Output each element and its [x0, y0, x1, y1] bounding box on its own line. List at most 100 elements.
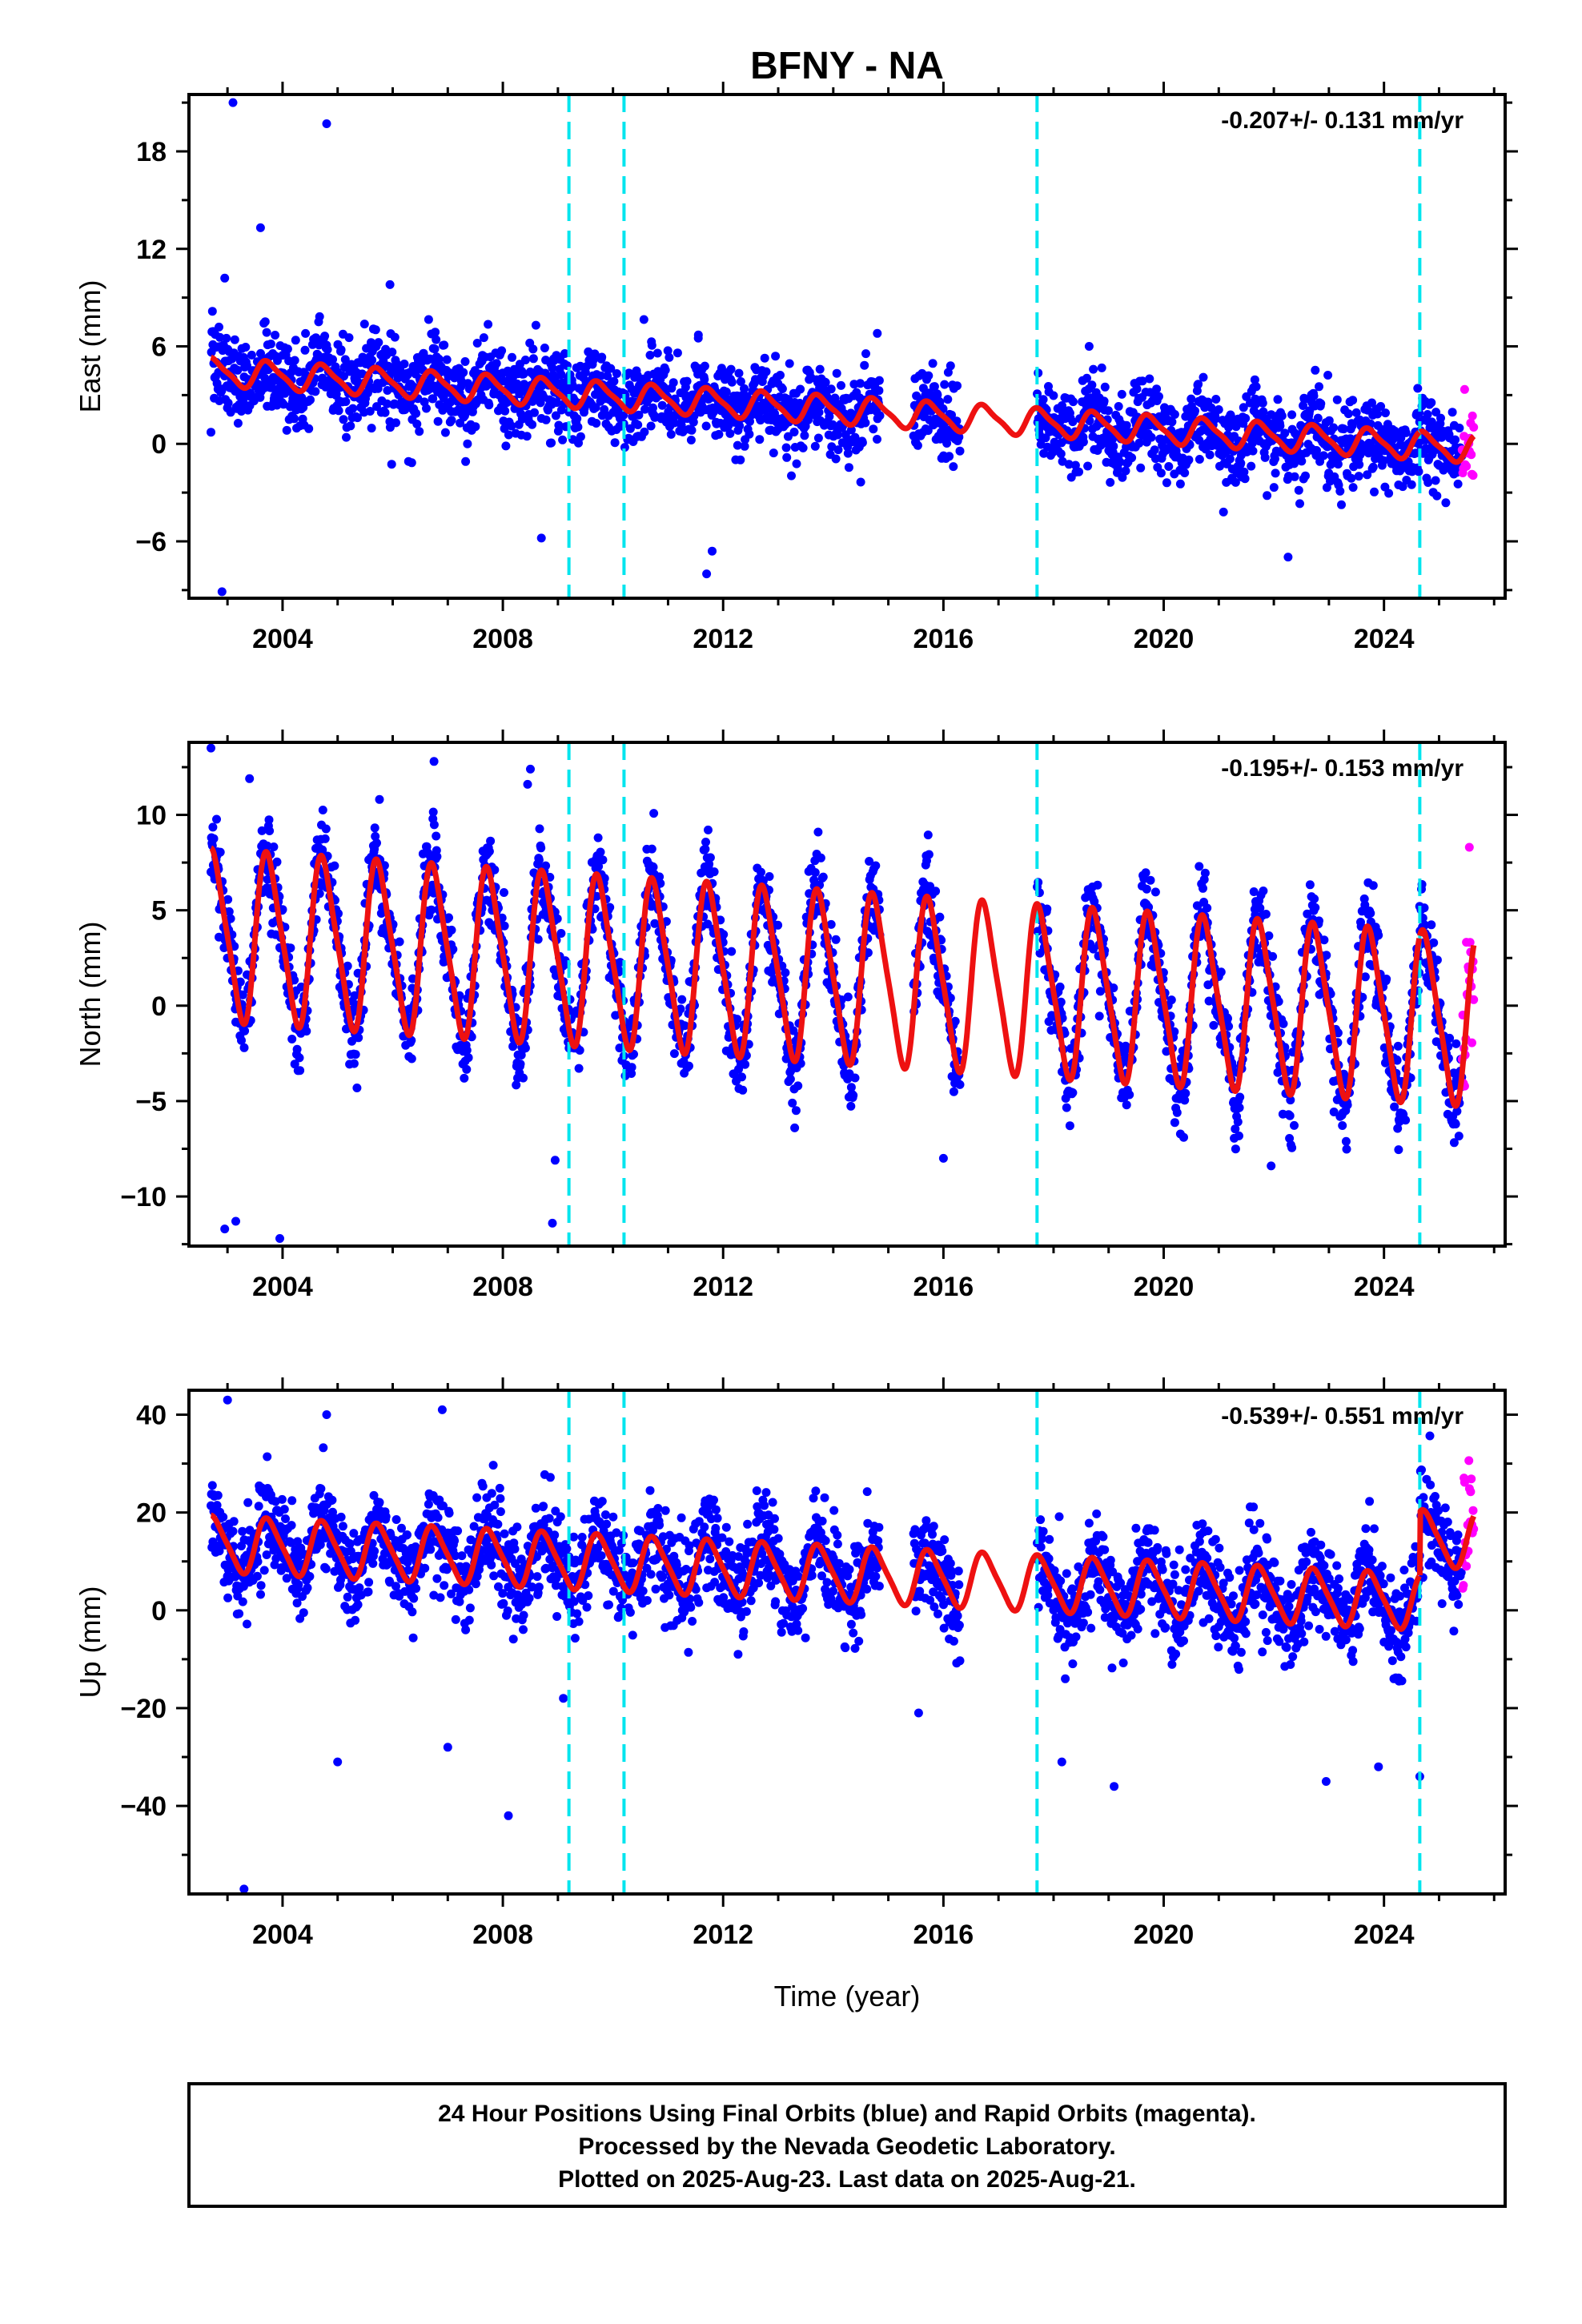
final-orbit-point: [444, 913, 453, 923]
final-orbit-point: [492, 359, 501, 368]
final-orbit-point: [1194, 380, 1203, 389]
final-orbit-point: [682, 376, 692, 386]
final-orbit-point: [1315, 382, 1323, 392]
final-orbit-point: [1319, 451, 1328, 460]
final-orbit-point: [1235, 1103, 1244, 1112]
final-orbit-point: [1064, 460, 1074, 469]
final-orbit-point: [1195, 455, 1204, 464]
final-orbit-point: [334, 909, 343, 919]
final-orbit-point: [1313, 413, 1323, 423]
final-orbit-point: [271, 331, 280, 340]
final-orbit-point: [1172, 1108, 1182, 1117]
final-orbit-point: [649, 809, 659, 818]
final-orbit-point: [339, 415, 348, 424]
final-orbit-point: [785, 359, 794, 368]
final-orbit-point: [783, 432, 793, 441]
final-orbit-point: [833, 445, 843, 455]
final-orbit-point: [1441, 498, 1451, 508]
final-orbit-point: [949, 1087, 958, 1096]
final-orbit-point: [514, 1016, 524, 1026]
final-orbit-point: [291, 336, 300, 345]
final-orbit-point: [375, 794, 384, 804]
final-orbit-point: [572, 414, 582, 424]
final-orbit-point: [239, 397, 248, 407]
final-orbit-point: [598, 855, 608, 865]
final-orbit-point: [1324, 416, 1334, 425]
final-orbit-point: [265, 826, 275, 835]
final-orbit-point: [953, 381, 962, 391]
final-orbit-point: [928, 359, 938, 368]
final-orbit-point: [1311, 365, 1320, 375]
final-orbit-point: [371, 831, 380, 841]
final-orbit-point: [814, 408, 824, 417]
final-orbit-point: [1136, 463, 1146, 472]
final-orbit-point: [725, 428, 735, 438]
final-orbit-point: [541, 861, 551, 870]
final-orbit-point: [530, 408, 539, 417]
final-orbit-point: [1279, 1019, 1288, 1028]
final-orbit-point: [1432, 955, 1442, 965]
final-orbit-point: [1162, 478, 1171, 488]
final-orbit-point: [382, 399, 391, 408]
final-orbit-point: [745, 429, 754, 439]
final-orbit-point: [575, 1046, 584, 1055]
final-orbit-point: [1431, 476, 1440, 485]
final-orbit-point: [1069, 397, 1078, 407]
final-orbit-point: [207, 307, 217, 316]
final-orbit-point: [440, 340, 449, 350]
final-orbit-point: [237, 1035, 246, 1045]
final-orbit-point: [367, 356, 377, 365]
final-orbit-point: [262, 328, 271, 337]
final-orbit-point: [736, 377, 745, 386]
final-orbit-point: [1231, 1144, 1240, 1154]
final-orbit-point: [645, 351, 655, 360]
final-orbit-point: [676, 1004, 685, 1014]
final-orbit-point: [1451, 435, 1460, 444]
final-orbit-point: [727, 377, 737, 387]
final-orbit-point: [1343, 409, 1353, 419]
final-orbit-point: [282, 425, 291, 435]
final-orbit-point: [331, 389, 341, 399]
final-orbit-point: [648, 403, 657, 412]
final-orbit-point: [1084, 342, 1094, 351]
final-orbit-point: [371, 325, 380, 335]
final-orbit-point: [230, 335, 239, 344]
final-orbit-point: [1074, 467, 1083, 476]
final-orbit-point: [238, 990, 247, 999]
final-orbit-point: [740, 384, 749, 393]
final-orbit-point: [432, 852, 442, 862]
final-orbit-point: [793, 1081, 803, 1091]
final-orbit-point: [1150, 887, 1160, 897]
final-orbit-point: [1368, 881, 1378, 891]
final-orbit-point: [1146, 432, 1156, 442]
final-orbit-point: [295, 1066, 305, 1076]
final-orbit-point: [821, 378, 830, 387]
final-orbit-point: [208, 822, 218, 832]
final-orbit-point: [508, 352, 516, 362]
final-orbit-point: [592, 419, 601, 428]
final-orbit-point: [433, 416, 443, 426]
final-orbit-point: [1277, 411, 1287, 420]
final-orbit-point: [949, 462, 958, 472]
final-orbit-point: [500, 888, 508, 897]
final-orbit-point: [1181, 1088, 1191, 1098]
final-orbit-point: [1373, 409, 1383, 419]
final-orbit-point: [837, 380, 845, 390]
final-orbit-point: [1251, 382, 1261, 392]
final-orbit-point: [501, 441, 511, 451]
final-orbit-point: [1287, 410, 1297, 420]
y-tick-label: 0: [151, 429, 167, 460]
final-orbit-point: [726, 364, 736, 374]
final-orbit-point: [1338, 1121, 1347, 1130]
final-orbit-point: [773, 920, 783, 930]
final-orbit-point: [1305, 880, 1315, 890]
final-orbit-point: [431, 328, 440, 337]
final-orbit-point: [782, 452, 792, 462]
final-orbit-point: [359, 320, 369, 329]
final-orbit-point: [263, 841, 272, 850]
final-orbit-point: [924, 371, 934, 380]
final-orbit-point: [1235, 1131, 1243, 1140]
final-orbit-point: [290, 1059, 299, 1069]
final-orbit-point: [464, 1053, 473, 1063]
